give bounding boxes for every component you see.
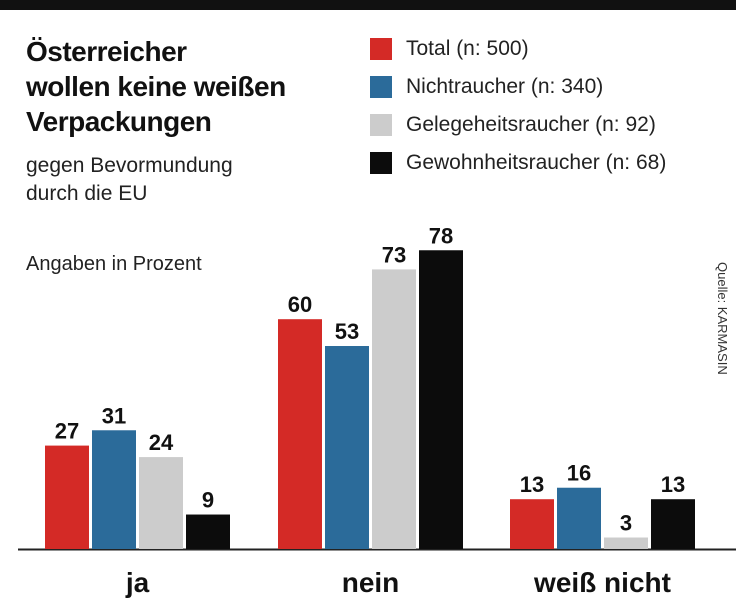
value-label-nein-total: 60 <box>288 292 312 317</box>
legend-item-nichtraucher: Nichtraucher (n: 340) <box>370 68 666 106</box>
value-label-nein-gewohnheitsraucher: 78 <box>429 223 453 248</box>
chart-title-line-2: wollen keine weißen <box>26 71 286 102</box>
legend-label-gewohnheitsraucher: Gewohnheitsraucher (n: 68) <box>406 151 667 174</box>
legend-item-gelegeheitsraucher: Gelegeheitsraucher (n: 92) <box>370 106 666 144</box>
value-label-ja-gelegeheitsraucher: 24 <box>149 430 174 455</box>
value-labels-group: 27 31 24 9 60 53 73 78 13 16 3 13 <box>55 223 685 535</box>
category-label-nein: nein <box>342 567 400 598</box>
value-label-nein-gelegeheitsraucher: 73 <box>382 242 406 267</box>
top-bar <box>0 0 736 10</box>
value-label-weiss-nicht-gelegeheitsraucher: 3 <box>620 511 632 536</box>
bar-nein-total <box>278 319 322 549</box>
bar-weiss-nicht-gewohnheitsraucher <box>651 499 695 549</box>
legend-swatch-total <box>370 38 392 60</box>
value-label-ja-nichtraucher: 31 <box>102 403 126 428</box>
bar-weiss-nicht-gelegeheitsraucher <box>604 537 648 549</box>
bar-ja-gelegeheitsraucher <box>139 457 183 549</box>
bar-ja-gewohnheitsraucher <box>186 514 230 549</box>
legend-label-gelegeheitsraucher: Gelegeheitsraucher (n: 92) <box>406 113 656 136</box>
unit-label: Angaben in Prozent <box>26 253 202 275</box>
chart-title-line-3: Verpackungen <box>26 106 212 137</box>
chart-title: Österreicher wollen keine weißen Verpack… <box>26 34 356 139</box>
bar-weiss-nicht-nichtraucher <box>557 487 601 549</box>
bar-nein-gewohnheitsraucher <box>419 250 463 549</box>
value-label-weiss-nicht-gewohnheitsraucher: 13 <box>661 472 685 497</box>
category-label-ja: ja <box>125 567 150 598</box>
chart-subtitle: gegen Bevormundung durch die EU <box>26 152 233 208</box>
bar-ja-total <box>45 445 89 549</box>
category-label-weiss-nicht: weiß nicht <box>533 567 671 598</box>
bar-ja-nichtraucher <box>92 430 136 549</box>
bar-nein-nichtraucher <box>325 346 369 549</box>
value-label-nein-nichtraucher: 53 <box>335 319 359 344</box>
category-labels-group: ja nein weiß nicht <box>125 567 671 598</box>
legend-label-nichtraucher: Nichtraucher (n: 340) <box>406 75 604 98</box>
bar-nein-gelegeheitsraucher <box>372 269 416 549</box>
legend: Total (n: 500) Nichtraucher (n: 340) Gel… <box>370 30 666 182</box>
value-label-ja-total: 27 <box>55 419 79 444</box>
legend-item-total: Total (n: 500) <box>370 30 666 68</box>
value-label-weiss-nicht-total: 13 <box>520 472 544 497</box>
legend-swatch-gelegeheitsraucher <box>370 114 392 136</box>
chart-subtitle-line-2: durch die EU <box>26 182 148 205</box>
legend-label-total: Total (n: 500) <box>406 37 529 60</box>
chart-subtitle-line-1: gegen Bevormundung <box>26 154 233 177</box>
chart-title-line-1: Österreicher <box>26 36 187 67</box>
legend-item-gewohnheitsraucher: Gewohnheitsraucher (n: 68) <box>370 144 666 182</box>
bars-group <box>45 250 695 549</box>
legend-swatch-gewohnheitsraucher <box>370 152 392 174</box>
legend-swatch-nichtraucher <box>370 76 392 98</box>
value-label-weiss-nicht-nichtraucher: 16 <box>567 461 591 486</box>
bar-weiss-nicht-total <box>510 499 554 549</box>
value-label-ja-gewohnheitsraucher: 9 <box>202 488 214 513</box>
